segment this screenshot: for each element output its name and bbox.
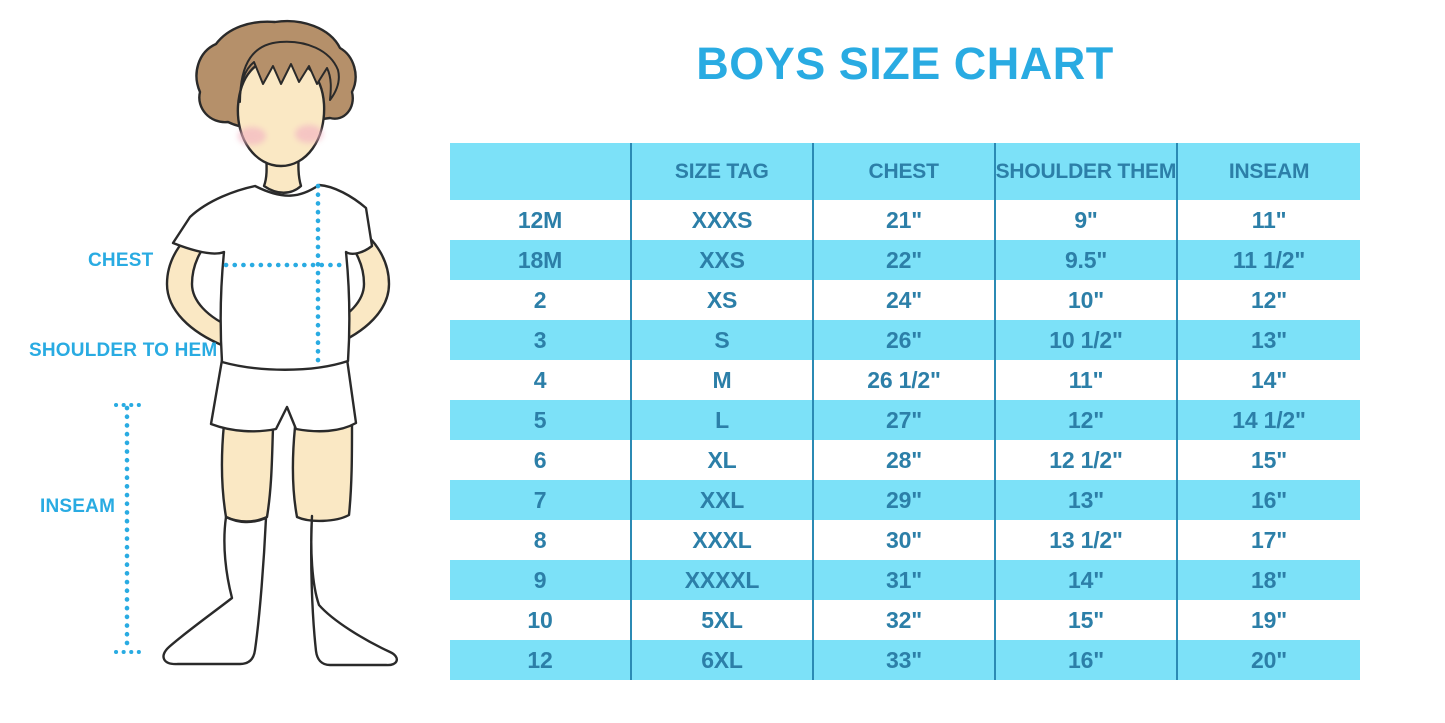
size-cell: 15": [996, 600, 1178, 640]
boy-figure-drawing: [114, 19, 398, 667]
left-sock: [162, 515, 268, 666]
size-cell: 33": [814, 640, 996, 680]
t-shirt: [171, 183, 374, 371]
size-cell: 31": [814, 560, 996, 600]
table-header-row: SIZE TAG CHEST SHOULDER THEM INSEAM: [450, 143, 1360, 200]
table-row: 4 M 26 1/2" 11" 14": [450, 360, 1360, 400]
size-cell: 5XL: [632, 600, 814, 640]
size-cell: 30": [814, 520, 996, 560]
size-cell: 26": [814, 320, 996, 360]
size-cell: 12 1/2": [996, 440, 1178, 480]
size-cell: 11": [996, 360, 1178, 400]
table-row: 12 6XL 33" 16" 20": [450, 640, 1360, 680]
size-cell: 10": [996, 280, 1178, 320]
size-cell: 22": [814, 240, 996, 280]
size-cell: 18M: [450, 240, 632, 280]
measurement-lines: [114, 183, 350, 654]
face: [236, 56, 326, 168]
size-cell: 12": [996, 400, 1178, 440]
shoulder-to-hem-label: SHOULDER TO HEM: [29, 340, 218, 361]
size-cell: 17": [1251, 526, 1287, 553]
size-cell: 14 1/2": [1178, 400, 1360, 440]
size-cell: 13 1/2": [996, 520, 1178, 560]
size-cell: 21": [814, 200, 996, 240]
page-title: BOYS SIZE CHART: [696, 38, 1114, 89]
size-cell: 27": [814, 400, 996, 440]
right-sock: [310, 514, 398, 667]
hair-fringe: [239, 40, 340, 103]
size-chart-table: SIZE TAG CHEST SHOULDER THEM INSEAM 12M XXXS 2…: [450, 143, 1360, 680]
size-cell: XS: [632, 280, 814, 320]
size-cell: 14": [996, 560, 1178, 600]
size-cell: 26 1/2": [814, 360, 996, 400]
column-header: INSEAM: [1178, 143, 1360, 200]
size-cell: 6XL: [632, 640, 814, 680]
table-row: 18M XXS 22" 9.5" 11 1/2": [450, 240, 1360, 280]
size-cell: 19": [1251, 606, 1287, 633]
blush-right: [295, 125, 323, 143]
column-header: SIZE TAG: [631, 143, 814, 200]
size-cell: 29": [814, 480, 996, 520]
size-cell: 9": [996, 200, 1178, 240]
inseam-label: INSEAM: [40, 496, 116, 517]
table-row: 7 XXL 29" 13" 16": [450, 480, 1360, 520]
table-row: 10 5XL 32" 15" 19": [450, 600, 1360, 640]
boy-illustration: CHEST SHOULDER TO HEM INSEAM: [0, 0, 450, 723]
size-cell: 11": [1251, 206, 1287, 233]
size-cell: 4: [450, 360, 632, 400]
size-cell: M: [632, 360, 814, 400]
table-row: 3 S 26" 10 1/2" 13": [450, 320, 1360, 360]
size-cell: 20": [1178, 640, 1360, 680]
right-knee: [291, 423, 354, 523]
table-row: 9 XXXXL 31" 14" 18": [450, 560, 1360, 600]
size-cell: XL: [632, 440, 814, 480]
size-cell: 13": [996, 480, 1178, 520]
size-cell: 15": [1251, 446, 1287, 473]
column-header: CHEST: [813, 143, 996, 200]
chest-label: CHEST: [88, 250, 154, 271]
size-cell: 6: [450, 440, 632, 480]
size-cell: 12: [450, 640, 632, 680]
size-cell: 12": [1251, 286, 1287, 313]
table-row: 12M XXXS 21" 9" 11": [450, 200, 1360, 240]
size-cell: 16": [996, 640, 1178, 680]
size-cell: S: [632, 320, 814, 360]
size-cell: 7: [450, 480, 632, 520]
size-cell: 14": [1251, 366, 1287, 393]
size-cell: XXL: [632, 480, 814, 520]
column-header: SHOULDER THEM: [995, 143, 1179, 200]
blush-left: [238, 127, 266, 145]
size-cell: 13": [1178, 320, 1360, 360]
table-row: 5 L 27" 12" 14 1/2": [450, 400, 1360, 440]
size-cell: XXXL: [632, 520, 814, 560]
size-cell: 9.5": [996, 240, 1178, 280]
size-cell: 18": [1178, 560, 1360, 600]
size-cell: 28": [814, 440, 996, 480]
size-cell: 10 1/2": [996, 320, 1178, 360]
size-cell: 10: [450, 600, 632, 640]
table-row: 2 XS 24" 10" 12": [450, 280, 1360, 320]
table-row: 8 XXXL 30" 13 1/2" 17": [450, 520, 1360, 560]
left-knee: [220, 422, 275, 523]
size-cell: XXXXL: [632, 560, 814, 600]
size-cell: 32": [814, 600, 996, 640]
size-cell: 12M: [450, 200, 632, 240]
size-cell: 16": [1178, 480, 1360, 520]
column-header: [450, 143, 632, 200]
size-cell: 24": [814, 280, 996, 320]
size-cell: L: [632, 400, 814, 440]
size-cell: 5: [450, 400, 632, 440]
size-cell: XXS: [632, 240, 814, 280]
table-row: 6 XL 28" 12 1/2" 15": [450, 440, 1360, 480]
size-cell: 8: [450, 520, 632, 560]
size-cell: 3: [450, 320, 632, 360]
size-cell: XXXS: [632, 200, 814, 240]
size-cell: 9: [450, 560, 632, 600]
size-cell: 2: [450, 280, 632, 320]
size-cell: 11 1/2": [1178, 240, 1360, 280]
